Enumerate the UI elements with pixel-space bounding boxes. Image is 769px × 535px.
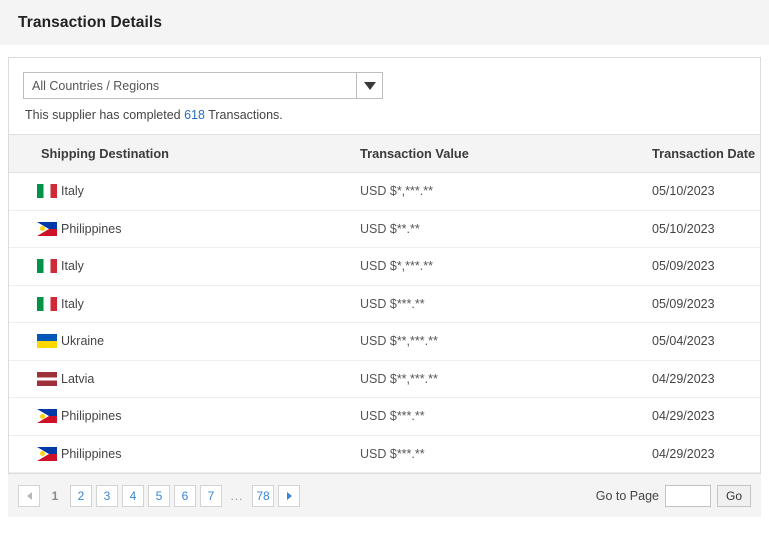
cell-transaction-date: 04/29/2023 (648, 435, 760, 473)
pagination-last-page[interactable]: 78 (252, 484, 274, 507)
destination-cell: Ukraine (37, 334, 356, 349)
pagination-prev-button[interactable] (18, 484, 40, 507)
cell-transaction-date: 05/10/2023 (648, 210, 760, 248)
pagination-page-1: 1 (51, 488, 59, 503)
cell-transaction-value: USD $***.** (356, 285, 648, 323)
chevron-down-icon (363, 81, 376, 90)
cell-transaction-date: 04/29/2023 (648, 360, 760, 398)
country-region-select[interactable]: All Countries / Regions (23, 72, 383, 99)
column-header-transaction-date: Transaction Date (648, 134, 760, 173)
table-header: Shipping Destination Transaction Value T… (9, 134, 760, 173)
table-row: Italy USD $*,***.** 05/10/2023 (9, 172, 760, 211)
table-row: Italy USD $***.** 05/09/2023 (9, 285, 760, 323)
destination-cell: Philippines (37, 221, 356, 236)
pagination-page-2[interactable]: 2 (70, 484, 92, 507)
transaction-details-card: All Countries / Regions This supplier ha… (8, 57, 761, 473)
destination-cell: Philippines (37, 409, 356, 424)
philippines-flag-icon (37, 446, 57, 461)
pagination-page-6[interactable]: 6 (174, 484, 196, 507)
cell-shipping-destination: Italy (9, 172, 356, 211)
table-body: Italy USD $*,***.** 05/10/2023 Philippines U… (9, 172, 760, 473)
page-header: Transaction Details (0, 0, 769, 45)
cell-transaction-value: USD $*,***.** (356, 247, 648, 286)
ukraine-flag-icon (37, 334, 57, 349)
column-header-transaction-value: Transaction Value (356, 134, 648, 173)
pagination: 1 2 3 4 5 6 7... 78 (18, 484, 300, 507)
transactions-table: Shipping Destination Transaction Value T… (9, 134, 760, 473)
destination-name: Italy (61, 259, 84, 274)
destination-name: Philippines (61, 221, 122, 236)
table-header-row: Shipping Destination Transaction Value T… (9, 134, 760, 173)
destination-cell: Latvia (37, 371, 356, 386)
summary-suffix: Transactions. (204, 108, 283, 122)
cell-transaction-date: 05/09/2023 (648, 285, 760, 323)
country-region-selected-value: All Countries / Regions (32, 78, 160, 93)
column-header-shipping-destination: Shipping Destination (9, 134, 356, 173)
cell-transaction-value: USD $**,***.** (356, 322, 648, 361)
cell-transaction-date: 04/29/2023 (648, 397, 760, 436)
cell-shipping-destination: Philippines (9, 210, 356, 248)
pagination-ellipsis: ... (230, 488, 244, 503)
destination-cell: Italy (37, 184, 356, 199)
destination-cell: Philippines (37, 446, 356, 461)
destination-name: Philippines (61, 446, 122, 461)
table-row: Philippines USD $***.** 04/29/2023 (9, 435, 760, 473)
pagination-page-4[interactable]: 4 (122, 484, 144, 507)
transaction-count: 618 (184, 108, 205, 122)
cell-shipping-destination: Latvia (9, 360, 356, 398)
cell-transaction-value: USD $***.** (356, 397, 648, 436)
destination-name: Latvia (61, 371, 95, 386)
cell-shipping-destination: Philippines (9, 397, 356, 436)
page-title: Transaction Details (18, 13, 163, 31)
table-row: Italy USD $*,***.** 05/09/2023 (9, 247, 760, 286)
cell-transaction-value: USD $*,***.** (356, 172, 648, 211)
table-row: Ukraine USD $**,***.** 05/04/2023 (9, 322, 760, 361)
cell-transaction-value: USD $**,***.** (356, 360, 648, 398)
destination-name: Philippines (61, 409, 122, 424)
cell-shipping-destination: Philippines (9, 435, 356, 473)
italy-flag-icon (37, 259, 57, 274)
philippines-flag-icon (37, 409, 57, 424)
table-row: Latvia USD $**,***.** 04/29/2023 (9, 360, 760, 398)
destination-cell: Italy (37, 259, 356, 274)
destination-name: Italy (61, 184, 84, 199)
philippines-flag-icon (37, 221, 57, 236)
pagination-page-3[interactable]: 3 (96, 484, 118, 507)
pagination-page-7[interactable]: 7 (200, 484, 222, 507)
cell-transaction-value: USD $***.** (356, 435, 648, 473)
destination-name: Ukraine (61, 334, 105, 349)
cell-transaction-date: 05/04/2023 (648, 322, 760, 361)
table-row: Philippines USD $***.** 04/29/2023 (9, 397, 760, 436)
go-button[interactable]: Go (717, 484, 751, 507)
cell-shipping-destination: Ukraine (9, 322, 356, 361)
cell-shipping-destination: Italy (9, 247, 356, 286)
summary-prefix: This supplier has completed (25, 108, 185, 122)
cell-shipping-destination: Italy (9, 285, 356, 323)
goto-page-label: Go to Page (595, 488, 659, 503)
transaction-summary: This supplier has completed 618 Transact… (25, 108, 760, 122)
chevron-left-icon (26, 491, 32, 500)
destination-name: Italy (61, 296, 84, 311)
cell-transaction-value: USD $**.** (356, 210, 648, 248)
cell-transaction-date: 05/10/2023 (648, 172, 760, 211)
latvia-flag-icon (37, 371, 57, 386)
table-row: Philippines USD $**.** 05/10/2023 (9, 210, 760, 248)
cell-transaction-date: 05/09/2023 (648, 247, 760, 286)
italy-flag-icon (37, 296, 57, 311)
table-footer: 1 2 3 4 5 6 7... 78 Go to Page Go (8, 473, 761, 517)
italy-flag-icon (37, 184, 57, 199)
chevron-right-icon (286, 491, 292, 500)
goto-page-control: Go to Page Go (595, 484, 751, 507)
pagination-page-5[interactable]: 5 (148, 484, 170, 507)
pagination-next-button[interactable] (278, 484, 300, 507)
destination-cell: Italy (37, 296, 356, 311)
filter-area: All Countries / Regions This supplier ha… (9, 58, 760, 122)
country-region-dropdown-button[interactable] (356, 73, 382, 98)
goto-page-input[interactable] (665, 484, 711, 507)
